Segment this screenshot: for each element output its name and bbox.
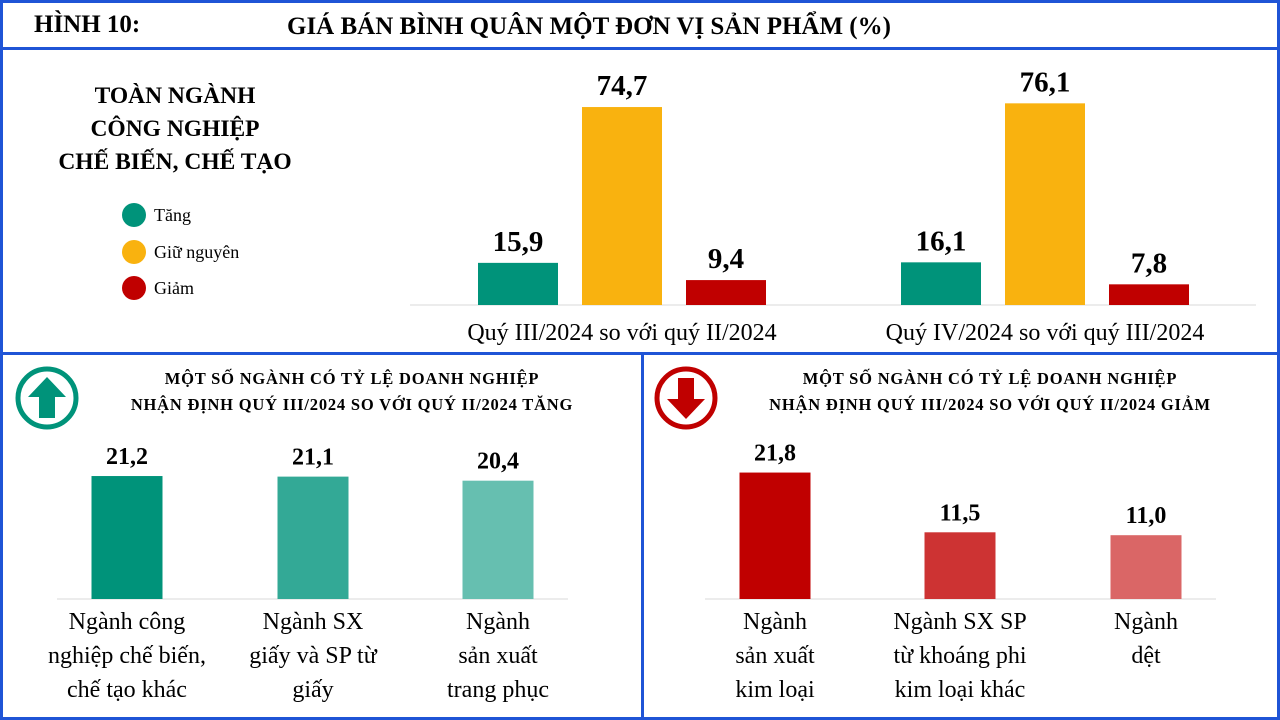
legend-label: Tăng — [154, 204, 191, 225]
industry-title: TOÀN NGÀNH CÔNG NGHIỆP CHẾ BIẾN, CHẾ TẠO — [30, 80, 320, 179]
right-panel-box — [641, 352, 1280, 720]
legend-swatch — [122, 240, 146, 264]
legend-label: Giữ nguyên — [154, 241, 240, 262]
down-arrow-icon — [654, 366, 718, 430]
legend-item-tang: Tăng — [122, 203, 191, 227]
industry-title-line: TOÀN NGÀNH — [94, 83, 256, 109]
industry-title-line: CHẾ BIẾN, CHẾ TẠO — [58, 149, 292, 175]
page-title: GIÁ BÁN BÌNH QUÂN MỘT ĐƠN VỊ SẢN PHẨM (%… — [287, 13, 891, 40]
legend-item-giu-nguyen: Giữ nguyên — [122, 240, 239, 264]
legend-item-giam: Giảm — [122, 276, 194, 300]
industry-title-line: CÔNG NGHIỆP — [90, 116, 260, 142]
legend-label: Giảm — [154, 277, 194, 298]
legend-swatch — [122, 203, 146, 227]
left-panel-title-line: NHẬN ĐỊNH QUÝ III/2024 SO VỚI QUÝ II/202… — [130, 395, 574, 414]
up-arrow-icon — [15, 366, 79, 430]
left-panel-title: MỘT SỐ NGÀNH CÓ TỶ LỆ DOANH NGHIỆP NHẬN … — [66, 366, 638, 418]
right-panel-title: MỘT SỐ NGÀNH CÓ TỶ LỆ DOANH NGHIỆP NHẬN … — [700, 366, 1280, 418]
right-panel-title-line: MỘT SỐ NGÀNH CÓ TỶ LỆ DOANH NGHIỆP — [802, 369, 1178, 388]
legend-swatch — [122, 276, 146, 300]
figure-label: HÌNH 10: — [34, 11, 141, 38]
right-panel-title-line: NHẬN ĐỊNH QUÝ III/2024 SO VỚI QUÝ II/202… — [769, 395, 1211, 414]
left-panel-title-line: MỘT SỐ NGÀNH CÓ TỶ LỆ DOANH NGHIỆP — [164, 369, 540, 388]
